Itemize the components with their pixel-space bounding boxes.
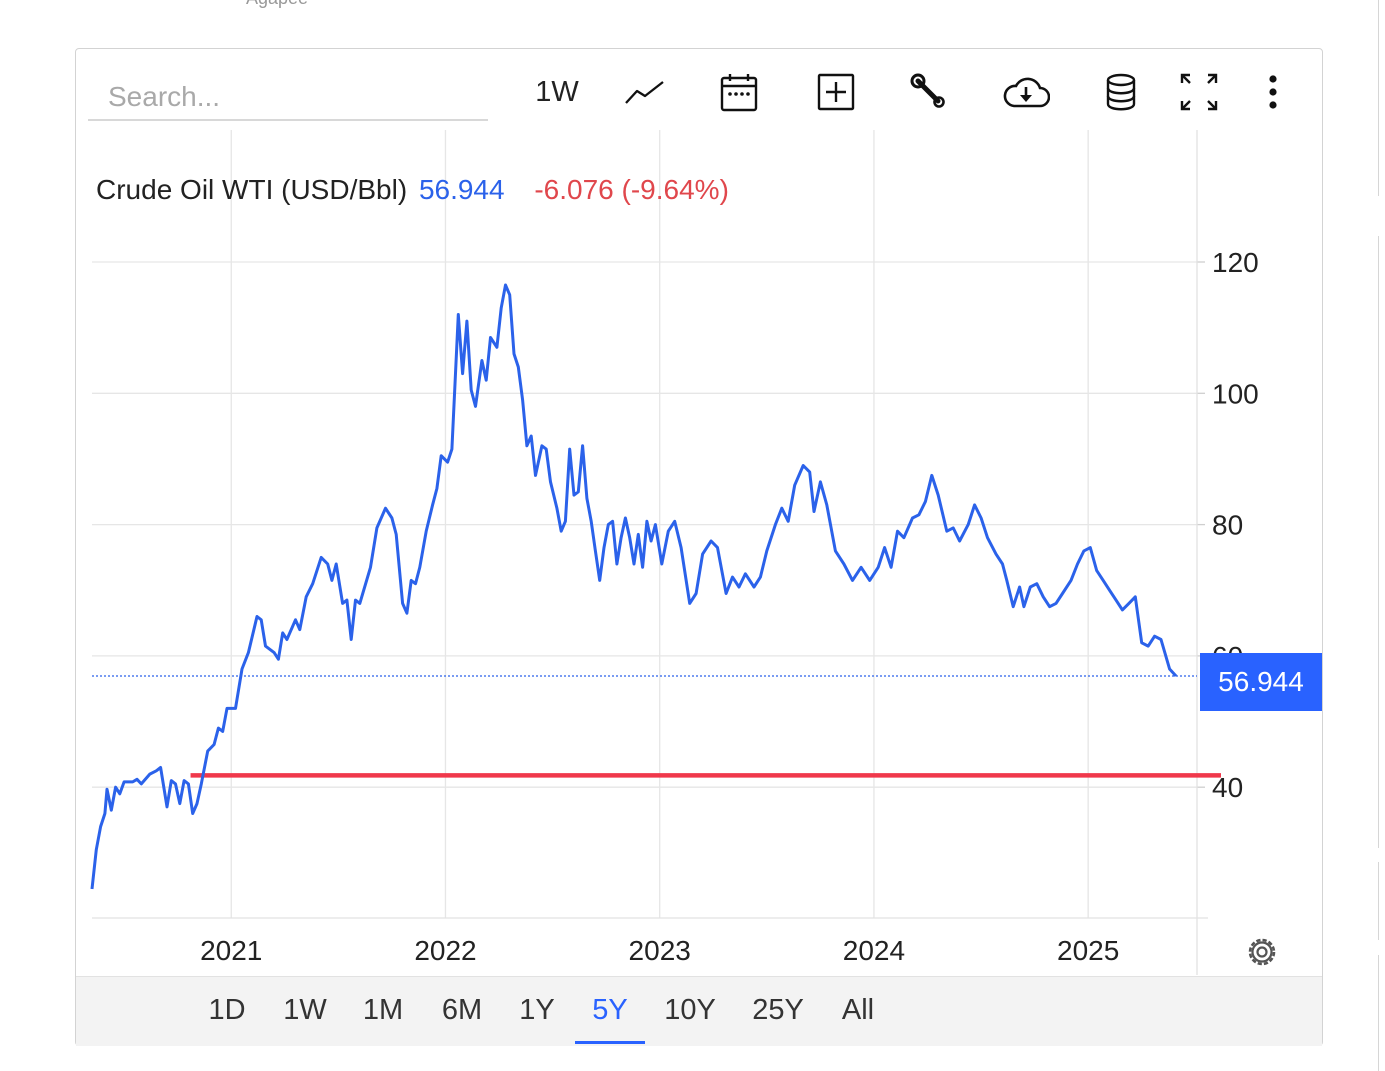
cloud-download-icon[interactable]	[1000, 64, 1052, 120]
legend-symbol-name: Crude Oil WTI (USD/Bbl)	[96, 174, 408, 205]
more-vertical-icon[interactable]	[1256, 64, 1290, 120]
y-tick-label: 80	[1212, 510, 1243, 541]
range-button-10y[interactable]: 10Y	[664, 994, 716, 1026]
x-tick-label: 2024	[843, 935, 905, 966]
x-tick-label: 2022	[414, 935, 476, 966]
database-icon[interactable]	[1096, 64, 1146, 120]
x-tick-label: 2021	[200, 935, 262, 966]
search-input[interactable]	[88, 75, 488, 121]
range-button-all[interactable]: All	[841, 994, 875, 1026]
y-tick-label: 100	[1212, 378, 1259, 409]
legend-price: 56.944	[418, 174, 505, 205]
range-button-1d[interactable]: 1D	[208, 994, 246, 1026]
calendar-icon[interactable]	[714, 64, 764, 120]
chart-widget	[75, 48, 1323, 1046]
right-edge-panel	[1378, 862, 1385, 940]
cut-off-top-text: Agapee	[246, 0, 308, 9]
range-button-25y[interactable]: 25Y	[752, 994, 804, 1026]
range-button-5y[interactable]: 5Y	[575, 994, 645, 1044]
range-selector-bar	[76, 976, 1322, 1046]
range-button-1w[interactable]: 1W	[283, 994, 327, 1026]
right-edge-panel	[1378, 955, 1385, 1071]
wrench-icon[interactable]	[904, 64, 954, 120]
last-price-tag: 56.944	[1200, 653, 1322, 711]
x-tick-label: 2023	[629, 935, 691, 966]
range-button-1y[interactable]: 1Y	[519, 994, 555, 1026]
right-edge-panel	[1378, 236, 1385, 848]
x-tick-label: 2025	[1057, 935, 1119, 966]
chart-legend: Crude Oil WTI (USD/Bbl) 56.944 -6.076 (-…	[96, 174, 729, 206]
range-button-1m[interactable]: 1M	[362, 994, 404, 1026]
y-tick-label: 40	[1212, 772, 1243, 803]
y-tick-label: 120	[1212, 247, 1259, 278]
line-chart-icon[interactable]	[620, 64, 670, 120]
series-line	[90, 283, 1178, 890]
interval-selector[interactable]: 1W	[535, 75, 579, 108]
range-button-6m[interactable]: 6M	[441, 994, 483, 1026]
gear-icon[interactable]	[1243, 933, 1281, 971]
legend-change: -6.076 (-9.64%)	[534, 174, 729, 205]
right-edge-panel	[1378, 0, 1385, 196]
fullscreen-icon[interactable]	[1174, 64, 1224, 120]
add-box-icon[interactable]	[811, 64, 861, 120]
